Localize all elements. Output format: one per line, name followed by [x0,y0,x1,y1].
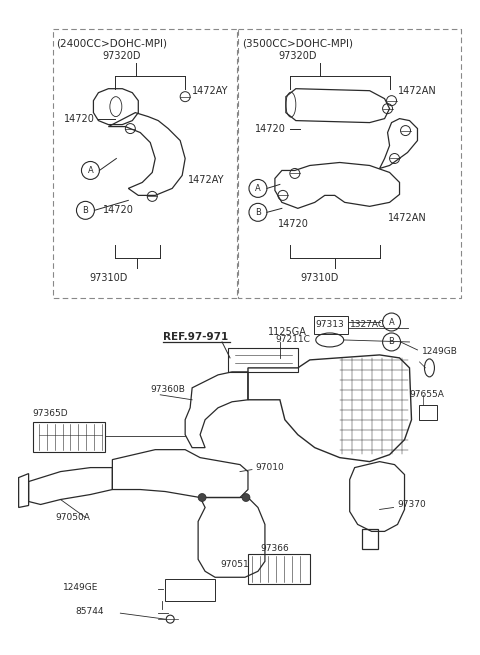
Text: A: A [87,166,93,175]
Text: 97313: 97313 [316,320,345,329]
Text: 1472AY: 1472AY [188,176,225,185]
Text: 1472AN: 1472AN [387,214,426,223]
Text: 97051: 97051 [220,560,249,569]
Text: A: A [389,318,395,326]
Text: 1327AC: 1327AC [350,320,385,329]
Text: REF.97-971: REF.97-971 [163,332,228,342]
Circle shape [198,493,206,502]
Text: 97310D: 97310D [89,273,128,283]
Text: 97211C: 97211C [275,335,310,345]
Text: 97655A: 97655A [409,390,444,400]
Text: 14720: 14720 [255,124,286,134]
Text: 1472AY: 1472AY [192,86,228,96]
Text: 14720: 14720 [103,205,134,215]
Text: 1249GB: 1249GB [421,347,457,356]
Text: 97365D: 97365D [33,409,68,418]
Text: 14720: 14720 [278,219,309,229]
Text: 1125GA: 1125GA [268,327,307,337]
Text: 85744: 85744 [75,607,104,616]
Text: A: A [255,184,261,193]
Text: 1249GE: 1249GE [62,583,98,591]
Text: 1472AN: 1472AN [397,86,436,96]
Text: B: B [389,337,395,346]
Text: 97366: 97366 [260,544,288,553]
Text: 97010: 97010 [255,463,284,472]
Text: 97050A: 97050A [56,513,90,522]
Circle shape [242,493,250,502]
Text: (3500CC>DOHC-MPI): (3500CC>DOHC-MPI) [242,39,353,49]
Text: 97320D: 97320D [102,51,141,61]
Text: B: B [83,206,88,215]
Text: 97370: 97370 [397,500,426,509]
Text: B: B [255,208,261,217]
Text: 97360B: 97360B [150,385,185,394]
Text: 97320D: 97320D [278,51,317,61]
Text: (2400CC>DOHC-MPI): (2400CC>DOHC-MPI) [57,39,168,49]
Text: 97310D: 97310D [300,273,339,283]
Text: 14720: 14720 [63,113,95,124]
